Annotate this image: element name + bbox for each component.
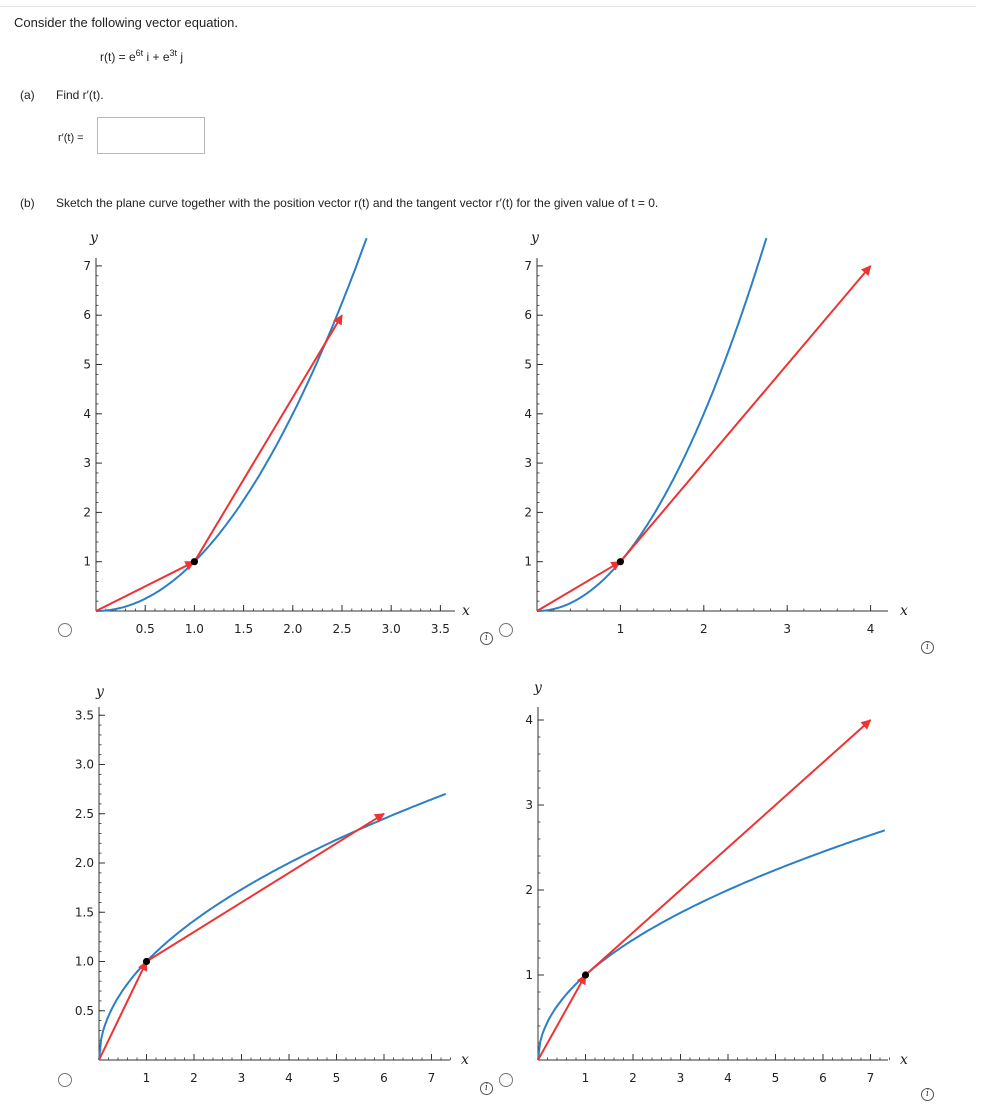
question-intro: Consider the following vector equation. xyxy=(14,15,239,30)
chart-1-x-tick-label: 1.5 xyxy=(234,622,253,636)
option-b-radio-icon[interactable] xyxy=(499,623,513,637)
chart-3-y-axis-label: y xyxy=(95,684,105,700)
chart-3-y-tick-label: 3.5 xyxy=(75,708,94,722)
chart-1-y-tick-label: 7 xyxy=(83,259,91,273)
chart-4-x-tick-label: 5 xyxy=(772,1071,780,1085)
chart-2-y-tick-label: 7 xyxy=(524,259,532,273)
answer-label: r′(t) = xyxy=(58,132,84,144)
chart-2-y-tick-label: 3 xyxy=(524,456,532,470)
option-d-info-icon[interactable]: i xyxy=(921,1088,934,1101)
chart-1-y-tick-label: 6 xyxy=(83,308,91,322)
chart-1-point xyxy=(190,558,198,566)
chart-3-curve xyxy=(98,792,447,1061)
chart-2-curve xyxy=(537,237,768,612)
derivative-answer-input[interactable] xyxy=(97,117,205,154)
chart-4-x-tick-label: 6 xyxy=(819,1071,827,1085)
chart-2-x-tick-label: 3 xyxy=(783,622,791,636)
chart-1-y-axis-label: y xyxy=(89,230,99,246)
chart-2-y-tick-label: 4 xyxy=(524,407,532,421)
equation-exponent-2: 3t xyxy=(169,48,178,58)
chart-3-y-tick-label: 3.0 xyxy=(75,758,94,772)
chart-1-y-tick-label: 2 xyxy=(83,505,91,519)
chart-1-x-tick-label: 3.0 xyxy=(382,622,401,636)
part-b-tag: (b) xyxy=(20,196,35,210)
option-a-radio-icon[interactable] xyxy=(58,623,72,637)
chart-3-x-tick-label: 1 xyxy=(143,1071,151,1085)
part-b: (b) Sketch the plane curve together with … xyxy=(20,196,658,210)
chart-4-point xyxy=(581,971,590,979)
chart-1-tangent-vector xyxy=(193,314,343,563)
chart-2-y-axis-label: y xyxy=(530,230,540,246)
chart-1-x-tick-label: 2.0 xyxy=(283,622,302,636)
chart-4-y-tick-label: 1 xyxy=(525,968,533,982)
option-b-info-icon[interactable]: i xyxy=(921,641,934,654)
chart-3-x-tick-label: 5 xyxy=(333,1071,341,1085)
chart-4-x-tick-label: 2 xyxy=(629,1071,637,1085)
chart-2-y-tick-label: 1 xyxy=(524,555,532,569)
chart-3-x-tick-label: 4 xyxy=(285,1071,293,1085)
chart-4-x-tick-label: 3 xyxy=(677,1071,685,1085)
chart-4-x-axis-label: x xyxy=(900,1052,908,1068)
chart-1-curve xyxy=(96,237,368,612)
chart-2-tangent-vector xyxy=(619,265,872,563)
chart-4-position-vector xyxy=(537,974,587,1061)
chart-4-x-tick-label: 7 xyxy=(867,1071,875,1085)
part-a-prompt: Find r′(t). xyxy=(56,88,104,102)
chart-2-point xyxy=(616,558,625,566)
chart-3-point xyxy=(142,957,151,966)
chart-4-y-tick-label: 2 xyxy=(525,883,533,897)
chart-2-y-tick-label: 5 xyxy=(524,358,532,372)
chart-4-x-tick-label: 4 xyxy=(724,1071,732,1085)
option-d-radio-icon[interactable] xyxy=(499,1073,513,1087)
chart-2-y-tick-label: 2 xyxy=(524,505,532,519)
chart-3-y-tick-label: 1.5 xyxy=(75,905,94,919)
chart-2-x-tick-label: 2 xyxy=(700,622,708,636)
chart-1-position-vector xyxy=(95,560,196,612)
chart-3-x-tick-label: 2 xyxy=(190,1071,198,1085)
chart-3-y-tick-label: 1.0 xyxy=(75,955,94,969)
chart-4-curve xyxy=(537,829,886,1061)
chart-1-y-tick-label: 4 xyxy=(83,407,91,421)
chart-3-x-tick-label: 7 xyxy=(428,1071,436,1085)
chart-1-x-tick-label: 1.0 xyxy=(185,622,204,636)
equation-exponent-1: 6t xyxy=(135,48,144,58)
chart-4-tangent-vector xyxy=(584,719,872,976)
chart-3-tangent-vector xyxy=(145,812,385,963)
option-c-info-icon[interactable]: i xyxy=(480,1082,493,1095)
part-a: (a) Find r′(t). xyxy=(20,88,104,102)
chart-3-x-tick-label: 3 xyxy=(238,1071,246,1085)
option-c-radio-icon[interactable] xyxy=(58,1073,72,1087)
chart-4-y-tick-label: 4 xyxy=(525,713,533,727)
equation-tail: j xyxy=(177,50,184,64)
chart-1-y-tick-label: 1 xyxy=(83,555,91,569)
equation-mid: i + e xyxy=(143,50,170,64)
part-a-tag: (a) xyxy=(20,88,35,102)
option-a-info-icon[interactable]: i xyxy=(480,632,493,645)
equation-lhs: r(t) = e xyxy=(100,50,136,64)
chart-1-x-tick-label: 3.5 xyxy=(431,622,450,636)
chart-4-y-axis-label: y xyxy=(533,680,543,696)
chart-2-x-tick-label: 1 xyxy=(617,622,625,636)
top-divider xyxy=(0,6,976,7)
chart-3-y-tick-label: 2.5 xyxy=(75,807,94,821)
chart-1-x-tick-label: 2.5 xyxy=(332,622,351,636)
part-b-prompt: Sketch the plane curve together with the… xyxy=(56,196,659,210)
chart-1-y-tick-label: 5 xyxy=(83,358,91,372)
chart-1-x-tick-label: 0.5 xyxy=(136,622,155,636)
chart-2-x-axis-label: x xyxy=(900,603,908,619)
chart-2-position-vector xyxy=(536,560,622,612)
chart-1-x-axis-label: x xyxy=(462,603,470,619)
chart-3-x-axis-label: x xyxy=(461,1052,469,1068)
chart-3-y-tick-label: 2.0 xyxy=(75,856,94,870)
chart-3-y-tick-label: 0.5 xyxy=(75,1004,94,1018)
chart-4-y-tick-label: 3 xyxy=(525,798,533,812)
chart-3-position-vector xyxy=(98,960,148,1061)
chart-4-x-tick-label: 1 xyxy=(582,1071,590,1085)
chart-2-y-tick-label: 6 xyxy=(524,308,532,322)
vector-equation: r(t) = e6t i + e3t j xyxy=(100,48,183,64)
chart-1-y-tick-label: 3 xyxy=(83,456,91,470)
chart-2-x-tick-label: 4 xyxy=(867,622,875,636)
chart-3-x-tick-label: 6 xyxy=(380,1071,388,1085)
